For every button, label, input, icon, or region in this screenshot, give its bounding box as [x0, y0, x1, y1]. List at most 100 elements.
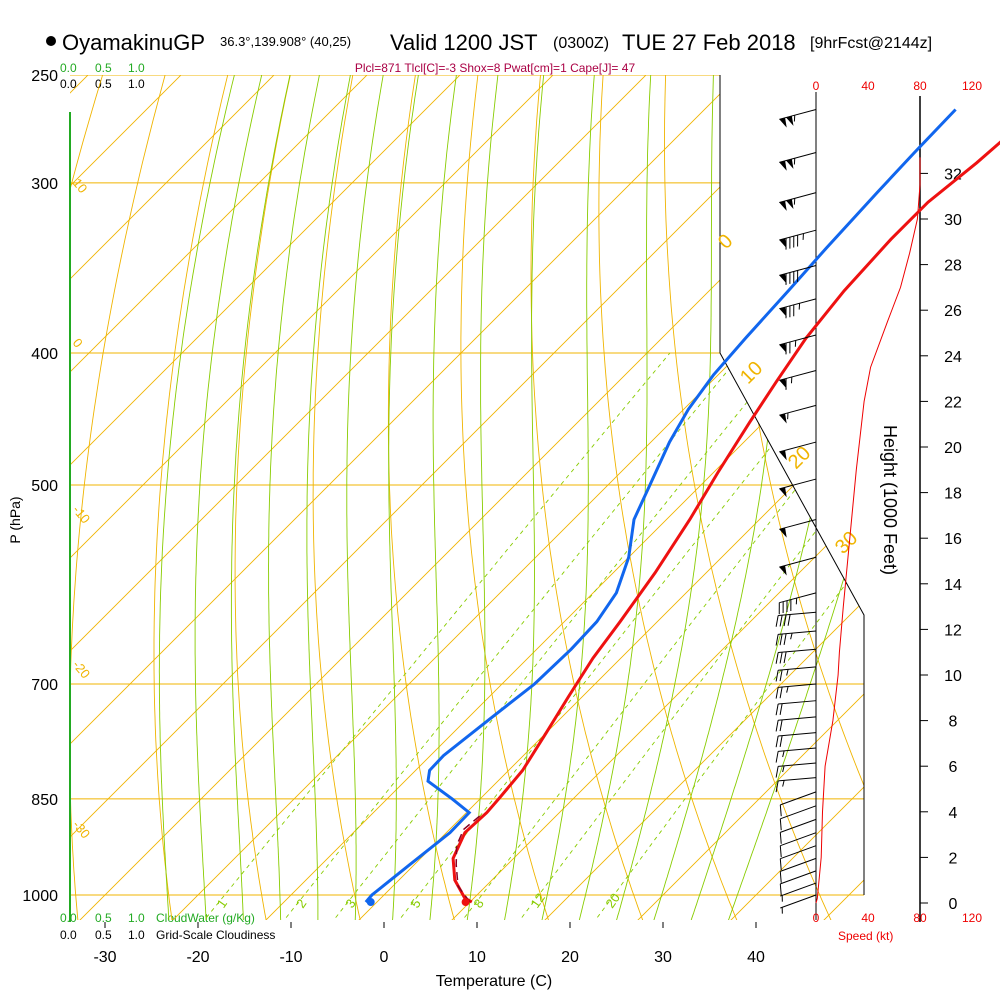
- wind-barb-flag: [786, 199, 793, 209]
- wind-barb-flag: [786, 159, 793, 169]
- dry-adiabat-260: [235, 26, 301, 924]
- wind-barb-staff: [780, 792, 816, 805]
- station-marker-icon: [46, 36, 56, 46]
- wind-barb: [779, 109, 816, 127]
- x-tick-label-10: 10: [468, 949, 486, 966]
- valid-time: Valid 1200 JST: [390, 30, 538, 55]
- wind-barb: [776, 701, 816, 716]
- wind-barb: [779, 193, 816, 211]
- height-tick-label-26: 26: [944, 303, 962, 320]
- speed-tick-top-40: 40: [861, 79, 875, 93]
- p-tick-label-700: 700: [31, 677, 58, 694]
- forecast-label: [9hrFcst@2144z]: [810, 35, 932, 52]
- speed-tick-bottom-120: 120: [962, 911, 982, 925]
- wind-barb: [776, 778, 816, 793]
- wind-barb-staff: [780, 883, 816, 896]
- wind-barb: [779, 299, 816, 318]
- p-tick-label-250: 250: [31, 68, 58, 85]
- wind-barb-full: [780, 615, 782, 626]
- height-tick-label-10: 10: [944, 668, 962, 685]
- x-axis-label: Temperature (C): [436, 973, 552, 990]
- station-coords: 36.3°,139.908° (40,25): [220, 34, 351, 49]
- wind-barb: [776, 717, 816, 732]
- height-tick-label-8: 8: [949, 714, 958, 731]
- cloud-scale-top-green-1: 0.5: [95, 61, 112, 75]
- height-tick-label-28: 28: [944, 258, 962, 275]
- wind-barb-full: [780, 832, 781, 843]
- moist-adiabat-4: [389, 26, 427, 924]
- station-name: OyamakinuGP: [62, 30, 205, 55]
- speed-tick-bottom-40: 40: [861, 911, 875, 925]
- wind-barb-staff: [779, 479, 816, 489]
- wind-barb: [780, 895, 816, 914]
- wind-barb-flag: [786, 116, 793, 126]
- wind-barb-flag: [779, 450, 786, 460]
- wind-barb-full: [780, 652, 782, 663]
- wind-barb-staff: [779, 405, 816, 415]
- x-tick-label--10: -10: [279, 949, 302, 966]
- height-tick-label-24: 24: [944, 349, 962, 366]
- isotherm--110: [0, 26, 230, 924]
- wind-barb-staff: [778, 701, 816, 704]
- wind-barb: [779, 370, 816, 389]
- moist-adiabat--20: [159, 26, 247, 924]
- wind-barb-half: [787, 686, 788, 692]
- moist-adiabat--8: [269, 26, 331, 924]
- wind-barb: [776, 667, 816, 682]
- wind-barb-half: [783, 766, 784, 772]
- speed-axis-label: Speed (kt): [838, 929, 893, 943]
- wind-barb: [776, 684, 816, 699]
- dry-adiabat-280: [388, 26, 455, 924]
- speed-tick-top-120: 120: [962, 79, 982, 93]
- isotherm-label-10: 10: [736, 357, 767, 388]
- p-tick-label-850: 850: [31, 792, 58, 809]
- wind-barb-staff: [779, 593, 816, 603]
- wind-barbs: [776, 109, 816, 913]
- moist-adiabat-20: [541, 26, 599, 924]
- wind-barb-full: [776, 751, 778, 762]
- cloud-scale-top-black-2: 1.0: [128, 77, 145, 91]
- wind-barb-full: [780, 859, 781, 870]
- wind-barb-flag: [779, 201, 786, 211]
- moist-adiabat--4: [307, 26, 360, 924]
- speed-tick-bottom-0: 0: [813, 911, 820, 925]
- wind-barb: [776, 649, 816, 664]
- wind-barb-full: [784, 634, 786, 645]
- dry-adiabat-230: [0, 26, 118, 924]
- wind-barb: [780, 846, 816, 870]
- cloud-scale-top-green-0: 0.0: [60, 61, 77, 75]
- y-axis-label: P (hPa): [7, 496, 23, 543]
- wind-barb: [776, 612, 816, 627]
- wind-barb-full: [780, 871, 781, 882]
- wind-barb-full: [780, 736, 782, 747]
- wind-barb-full: [776, 670, 778, 681]
- wind-barb-full: [780, 846, 781, 857]
- wind-barb: [779, 405, 816, 423]
- wind-barb-half: [783, 780, 784, 786]
- isotherm--30: [76, 26, 974, 924]
- isotherm-20: [541, 26, 1000, 924]
- dry-adiabat-label-2: -10: [70, 502, 94, 526]
- wind-barb-full: [780, 687, 782, 698]
- p-tick-label-300: 300: [31, 176, 58, 193]
- moist-adiabat-28: [616, 26, 716, 924]
- height-axis-label: Height (1000 Feet): [880, 425, 900, 575]
- wind-barb-full: [776, 736, 778, 747]
- cloud-scale-bottom-black-2: 1.0: [128, 928, 145, 942]
- wind-barb-staff: [778, 612, 816, 615]
- isotherm--120: [0, 26, 137, 924]
- cloud-scale-bottom-black-1: 0.5: [95, 928, 112, 942]
- wind-barb-staff: [778, 649, 816, 652]
- cloud-scale-top-green-2: 1.0: [128, 61, 145, 75]
- wind-barb-staff: [779, 109, 816, 119]
- height-tick-label-18: 18: [944, 486, 962, 503]
- wind-barb-flag: [779, 161, 786, 171]
- dry-adiabat-label-3: -20: [70, 657, 94, 681]
- height-tick-label-4: 4: [949, 805, 958, 822]
- wind-barb-staff: [780, 895, 816, 908]
- isotherm-10: [448, 26, 1000, 924]
